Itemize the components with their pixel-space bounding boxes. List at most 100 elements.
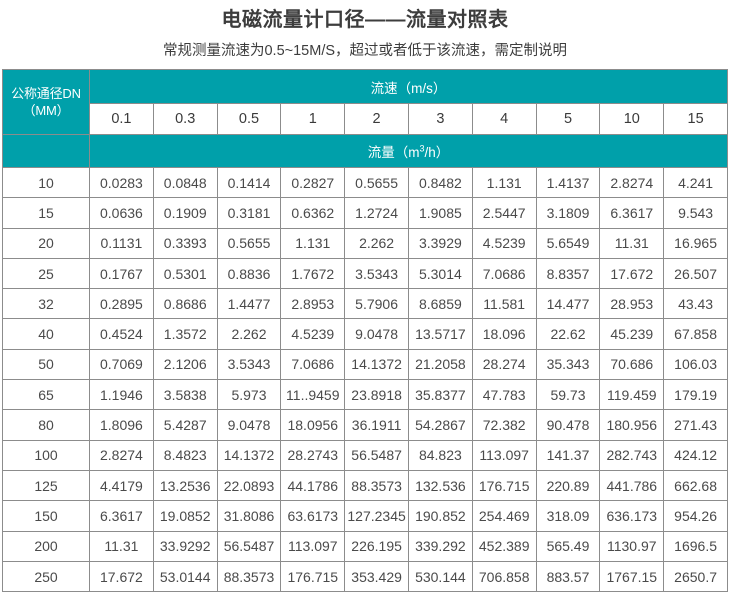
table-row: 25 0.1767 0.5301 0.8836 1.7672 3.5343 5.3014 7.… <box>2 257 728 290</box>
flow-value-cell: 1.4477 <box>216 288 282 320</box>
flow-value-cell: 0.2827 <box>280 166 346 199</box>
flow-value-cell: 53.0144 <box>152 560 218 593</box>
flow-value-cell: 0.0283 <box>89 166 154 199</box>
flow-reference-page: 电磁流量计口径——流量对照表 常规测量流速为0.5~15M/S，超过或者低于该流… <box>0 6 730 594</box>
flow-value-cell: 17.672 <box>599 257 665 290</box>
flow-value-cell: 180.956 <box>599 409 665 441</box>
flow-value-cell: 1130.97 <box>599 530 665 562</box>
flow-value-cell: 9.0478 <box>216 409 282 441</box>
flow-value-cell: 2.8274 <box>89 439 154 471</box>
dn-value-cell: 125 <box>2 469 90 502</box>
flow-value-cell: 28.2743 <box>280 439 346 471</box>
flow-value-cell: 5.973 <box>216 379 282 411</box>
flow-value-cell: 0.3181 <box>216 197 282 229</box>
velocity-value-cell: 10 <box>599 103 665 135</box>
flow-value-cell: 5.7906 <box>344 288 409 320</box>
table-row: 200 11.31 33.9292 56.5487 113.097 226.195 339.… <box>2 530 728 562</box>
flow-value-cell: 176.715 <box>471 469 537 502</box>
flow-value-cell: 11..9459 <box>280 379 346 411</box>
table-row: 100 2.8274 8.4823 14.1372 28.2743 56.5487 84.8… <box>2 439 728 471</box>
flow-value-cell: 11.31 <box>89 530 154 562</box>
flow-value-cell: 179.19 <box>663 379 728 411</box>
flow-value-cell: 226.195 <box>344 530 409 562</box>
flow-value-cell: 0.6362 <box>280 197 346 229</box>
flow-value-cell: 0.0636 <box>89 197 154 229</box>
flow-value-cell: 70.686 <box>599 348 665 381</box>
flow-value-cell: 2.1206 <box>152 348 218 381</box>
flow-value-cell: 1.9085 <box>407 197 473 229</box>
velocity-value-cell: 0.5 <box>216 103 282 135</box>
flow-value-cell: 1.131 <box>280 227 346 259</box>
flow-value-cell: 119.459 <box>599 379 665 411</box>
flow-value-cell: 339.292 <box>407 530 473 562</box>
flow-value-cell: 88.3573 <box>344 469 409 502</box>
flow-value-cell: 90.478 <box>535 409 601 441</box>
dn-value-cell: 40 <box>2 318 90 350</box>
flow-value-cell: 0.7069 <box>89 348 154 381</box>
flow-value-cell: 0.3393 <box>152 227 218 259</box>
table-row: 150 6.3617 19.0852 31.8086 63.6173 127.2345 19… <box>2 500 728 532</box>
flow-value-cell: 14.477 <box>535 288 601 320</box>
velocity-value-cell: 1 <box>280 103 346 135</box>
flow-value-cell: 8.4823 <box>152 439 218 471</box>
flow-value-cell: 2.8953 <box>280 288 346 320</box>
flow-value-cell: 127.2345 <box>344 500 409 532</box>
flow-value-cell: 31.8086 <box>216 500 282 532</box>
flow-value-cell: 2650.7 <box>663 560 728 593</box>
flow-value-cell: 0.8686 <box>152 288 218 320</box>
velocity-value-cell: 15 <box>663 103 728 135</box>
table-row: 65 1.1946 3.5838 5.973 11..9459 23.8918 35.837… <box>2 379 728 411</box>
flow-value-cell: 28.953 <box>599 288 665 320</box>
dn-value-cell: 200 <box>2 530 90 562</box>
flow-header-superscript: 3 <box>419 143 425 154</box>
flow-value-cell: 132.536 <box>407 469 473 502</box>
flow-value-cell: 28.274 <box>471 348 537 381</box>
flow-value-cell: 0.8836 <box>216 257 282 290</box>
flow-value-cell: 4.4179 <box>89 469 154 502</box>
flow-value-cell: 45.239 <box>599 318 665 350</box>
flow-value-cell: 113.097 <box>471 439 537 471</box>
dn-value-cell: 250 <box>2 560 90 593</box>
flow-value-cell: 441.786 <box>599 469 665 502</box>
flow-value-cell: 88.3573 <box>216 560 282 593</box>
table-row: 80 1.8096 5.4287 9.0478 18.0956 36.1911 54.286… <box>2 409 728 441</box>
flow-value-cell: 0.2895 <box>89 288 154 320</box>
flow-value-cell: 318.09 <box>535 500 601 532</box>
flow-value-cell: 8.8357 <box>535 257 601 290</box>
flow-value-cell: 72.382 <box>471 409 537 441</box>
flow-value-cell: 3.3929 <box>407 227 473 259</box>
header-row-flow: 流量（m3/h） <box>2 134 728 168</box>
flow-value-cell: 9.543 <box>663 197 728 229</box>
flow-value-cell: 176.715 <box>280 560 346 593</box>
flow-value-cell: 141.37 <box>535 439 601 471</box>
flow-value-cell: 0.5301 <box>152 257 218 290</box>
flow-value-cell: 13.2536 <box>152 469 218 502</box>
velocity-header-cell: 流速（m/s） <box>89 69 728 104</box>
flow-value-cell: 883.57 <box>535 560 601 593</box>
dn-value-cell: 15 <box>2 197 90 229</box>
table-body: 公称通径DN （MM） 流速（m/s） 0.1 0.3 0.5 1 2 3 4 5 10 15 流… <box>2 69 728 593</box>
table-row: 32 0.2895 0.8686 1.4477 2.8953 5.7906 8.6859 11… <box>2 288 728 320</box>
flow-value-cell: 9.0478 <box>344 318 409 350</box>
flow-value-cell: 18.0956 <box>280 409 346 441</box>
flow-header-suffix: /h） <box>424 145 450 160</box>
velocity-value-cell: 3 <box>407 103 473 135</box>
flow-value-cell: 0.0848 <box>152 166 218 199</box>
flow-value-cell: 21.2058 <box>407 348 473 381</box>
flow-value-cell: 4.5239 <box>280 318 346 350</box>
flow-value-cell: 282.743 <box>599 439 665 471</box>
dn-header-line1: 公称通径DN <box>11 86 81 101</box>
flow-value-cell: 0.1131 <box>89 227 154 259</box>
flow-value-cell: 190.852 <box>407 500 473 532</box>
flow-value-cell: 954.26 <box>663 500 728 532</box>
flow-value-cell: 19.0852 <box>152 500 218 532</box>
flow-value-cell: 36.1911 <box>344 409 409 441</box>
flow-value-cell: 7.0686 <box>471 257 537 290</box>
flow-value-cell: 22.0893 <box>216 469 282 502</box>
flow-value-cell: 11.581 <box>471 288 537 320</box>
flow-value-cell: 0.1414 <box>216 166 282 199</box>
flow-value-cell: 7.0686 <box>280 348 346 381</box>
dn-value-cell: 100 <box>2 439 90 471</box>
dn-value-cell: 65 <box>2 379 90 411</box>
velocity-value-cell: 0.1 <box>89 103 154 135</box>
